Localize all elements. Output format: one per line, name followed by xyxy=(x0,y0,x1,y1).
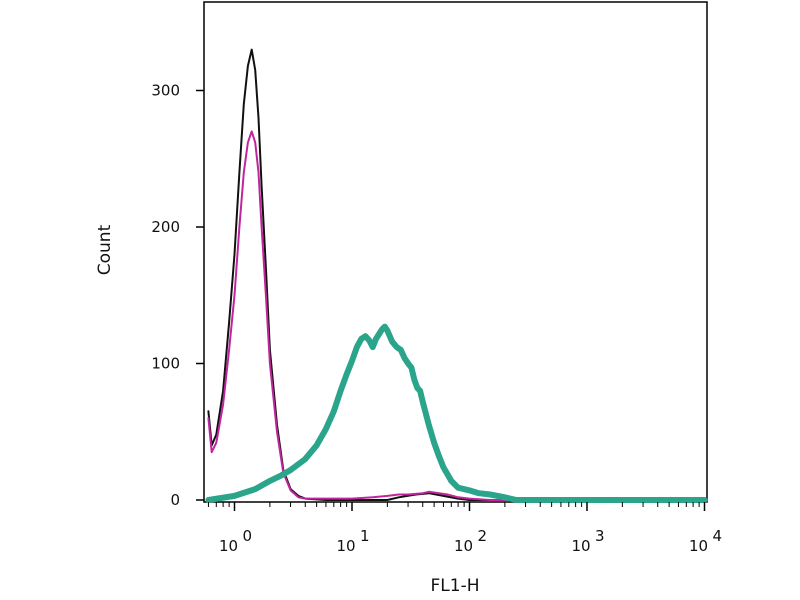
x-tick-exponent: 2 xyxy=(478,527,488,545)
y-tick-label: 0 xyxy=(170,491,180,509)
series-layer xyxy=(205,48,708,503)
x-axis-label: FL1-H xyxy=(431,576,480,596)
y-tick-label: 300 xyxy=(151,82,180,100)
x-tick-exponent: 1 xyxy=(360,527,370,545)
x-tick-label: 10 xyxy=(219,537,238,555)
series-line-2 xyxy=(207,130,706,501)
y-axis: 0 100 200 300 xyxy=(151,82,204,509)
series-line-1 xyxy=(207,48,706,501)
x-axis: 10 0 10 1 10 2 10 3 10 4 xyxy=(207,502,723,555)
x-tick-label: 10 xyxy=(689,537,708,555)
plot-frame xyxy=(203,1,708,503)
series-line-3 xyxy=(205,323,708,503)
y-tick-label: 100 xyxy=(151,355,180,373)
x-tick-exponent: 3 xyxy=(595,527,605,545)
x-tick-exponent: 4 xyxy=(713,527,723,545)
x-tick-label: 10 xyxy=(454,537,473,555)
y-tick-label: 200 xyxy=(151,218,180,236)
y-axis-label: Count xyxy=(95,224,115,275)
x-tick-label: 10 xyxy=(571,537,590,555)
x-tick-label: 10 xyxy=(336,537,355,555)
x-tick-exponent: 0 xyxy=(243,527,253,545)
